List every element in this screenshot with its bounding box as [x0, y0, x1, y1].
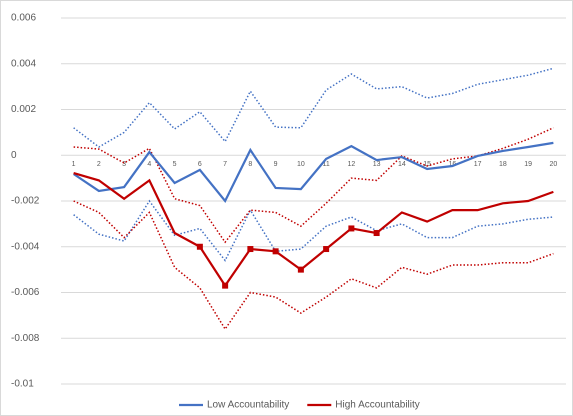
x-tick-label: 14 [398, 161, 406, 168]
x-tick-label: 11 [322, 161, 329, 168]
ci-line [73, 199, 554, 262]
x-tick-label: 12 [347, 161, 355, 168]
x-tick-label: 6 [198, 161, 202, 168]
marker [247, 246, 254, 253]
ci-line [73, 200, 554, 331]
x-tick-label: 13 [373, 161, 381, 168]
x-tick-label: 1 [72, 161, 76, 168]
y-tick-label: 0.002 [11, 104, 36, 115]
marker [348, 225, 355, 232]
series-line [73, 172, 554, 288]
y-tick-label: -0.002 [11, 196, 40, 207]
y-tick-label: 0 [11, 150, 17, 161]
x-tick-label: 10 [297, 161, 305, 168]
marker [196, 243, 203, 250]
x-tick-label: 5 [173, 161, 177, 168]
marker [297, 266, 304, 273]
marker [373, 230, 380, 237]
x-tick-label: 20 [549, 161, 557, 168]
y-tick-label: -0.008 [11, 333, 40, 344]
y-tick-label: -0.004 [11, 241, 40, 252]
x-tick-label: 16 [448, 161, 456, 168]
x-tick-label: 18 [499, 161, 507, 168]
marker [323, 246, 330, 253]
y-tick-label: 0.004 [11, 58, 36, 69]
x-tick-label: 9 [274, 161, 278, 168]
y-tick-label: -0.006 [11, 287, 40, 298]
y-tick-label: -0.01 [11, 379, 34, 390]
x-tick-label: 15 [423, 161, 431, 168]
x-tick-label: 3 [122, 161, 126, 168]
legend-label: Low Accountability [207, 400, 289, 411]
x-tick-label: 2 [97, 161, 101, 168]
marker [222, 282, 229, 289]
y-tick-label: 0.006 [11, 13, 36, 24]
x-tick-label: 8 [248, 161, 252, 168]
ci-line [73, 67, 554, 148]
legend-label: High Accountability [335, 400, 420, 411]
x-tick-label: 4 [147, 161, 151, 168]
series-line [73, 141, 554, 204]
x-tick-label: 7 [223, 161, 227, 168]
x-tick-label: 17 [474, 161, 482, 168]
ci-line [73, 127, 554, 244]
x-tick-label: 19 [524, 161, 532, 168]
marker [272, 248, 279, 255]
